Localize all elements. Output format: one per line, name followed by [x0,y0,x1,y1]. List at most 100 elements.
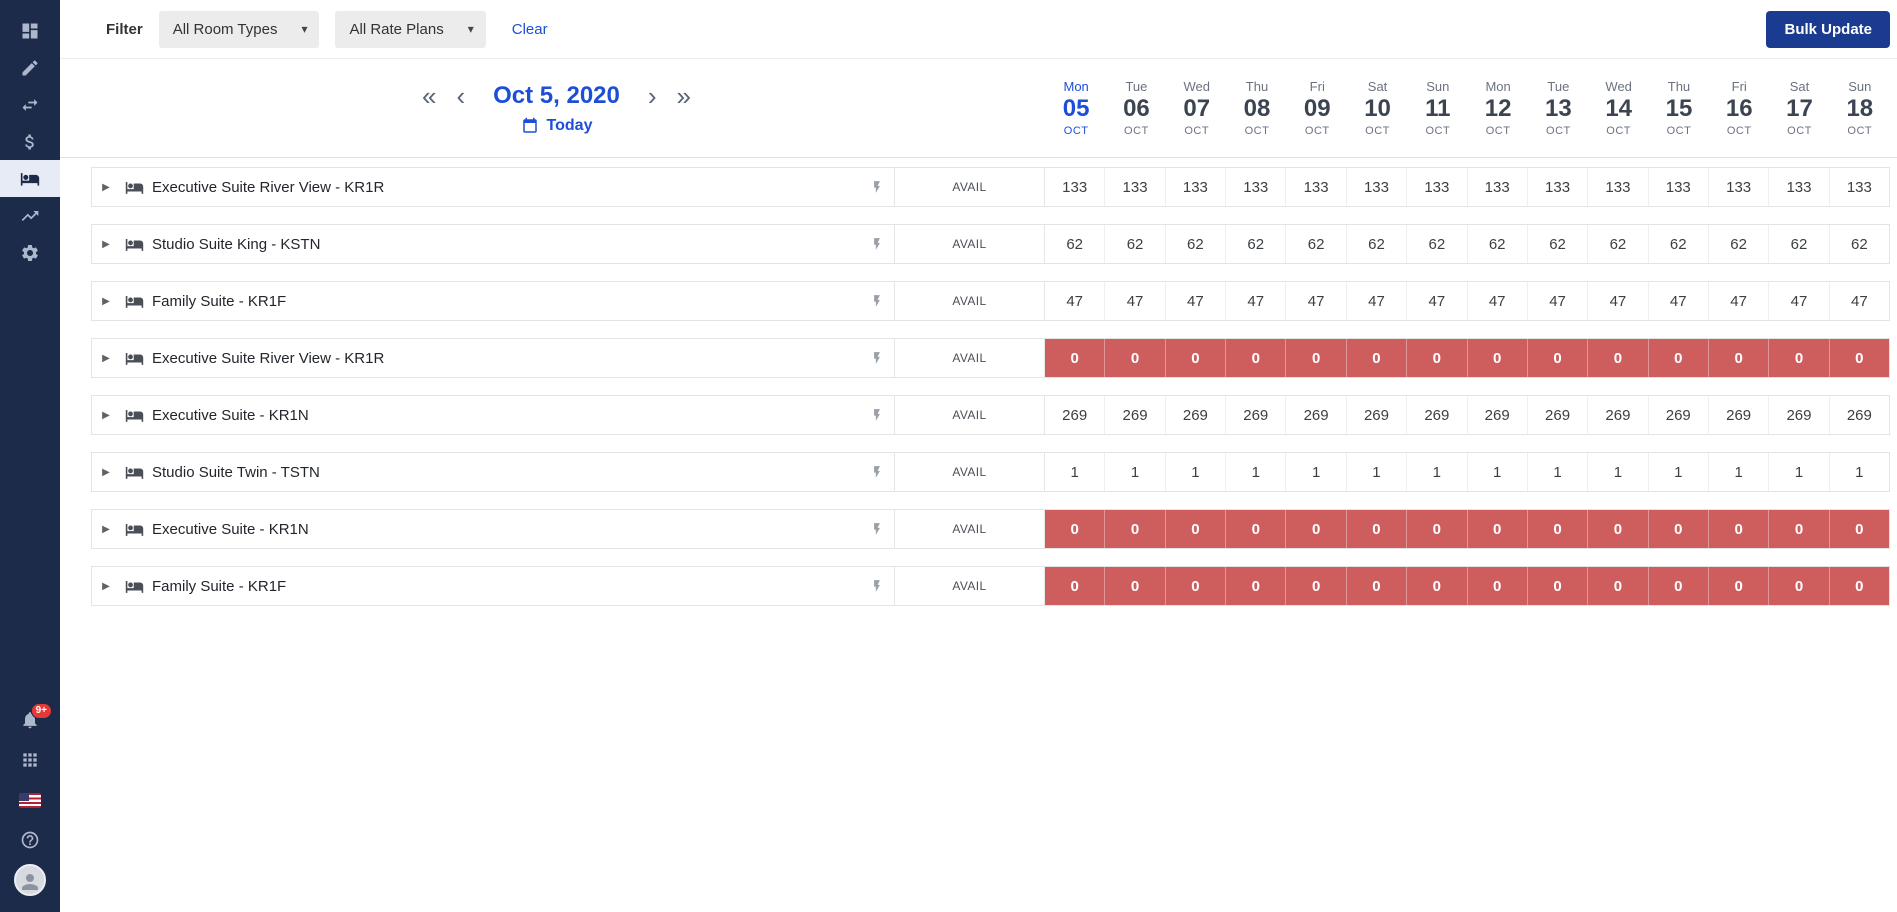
availability-cell[interactable]: 1 [1104,453,1164,491]
availability-cell[interactable]: 133 [1164,168,1225,206]
sidebar-item-bed[interactable] [0,160,60,197]
bolt-icon[interactable] [860,339,894,377]
availability-cell[interactable]: 133 [1104,168,1164,206]
availability-cell[interactable]: 0 [1104,567,1164,605]
clear-filters-link[interactable]: Clear [511,20,548,38]
bolt-icon[interactable] [860,510,894,548]
availability-cell[interactable]: 62 [1285,225,1345,263]
availability-cell[interactable]: 0 [1285,567,1345,605]
availability-cell[interactable]: 133 [1062,178,1088,196]
availability-cell[interactable]: 269 [1285,396,1345,434]
availability-cell[interactable]: 0 [1345,567,1406,605]
availability-cell[interactable]: 1 [1070,463,1079,481]
availability-cell[interactable]: 0 [1828,339,1889,377]
availability-cell[interactable]: 47 [1707,282,1768,320]
availability-cell[interactable]: 0 [1225,567,1285,605]
availability-cell[interactable]: 269 [1707,396,1768,434]
availability-cell[interactable]: 62 [1768,225,1828,263]
availability-cell[interactable]: 0 [1285,339,1345,377]
notifications-button[interactable]: 9+ [0,700,60,740]
availability-cell[interactable]: 133 [1285,168,1345,206]
today-button[interactable]: Today [521,117,592,135]
last-page-icon[interactable]: » [676,80,692,111]
availability-cell[interactable]: 269 [1164,396,1225,434]
room-types-dropdown[interactable]: All Room Types ▾ [158,10,320,48]
availability-cell[interactable]: 1 [1768,453,1828,491]
availability-cell[interactable]: 0 [1707,567,1768,605]
prev-page-icon[interactable]: ‹ [456,80,466,111]
availability-cell[interactable]: 62 [1225,225,1285,263]
availability-cell[interactable]: 269 [1526,396,1587,434]
expand-toggle-icon[interactable]: ▶ [102,238,110,250]
availability-cell[interactable]: 1 [1285,453,1345,491]
availability-cell[interactable]: 0 [1768,567,1828,605]
availability-cell[interactable]: 62 [1647,225,1708,263]
availability-cell[interactable]: 0 [1104,510,1164,548]
availability-cell[interactable]: 47 [1828,282,1889,320]
availability-cell[interactable]: 47 [1647,282,1708,320]
availability-cell[interactable]: 1 [1225,453,1285,491]
rate-plans-dropdown[interactable]: All Rate Plans ▾ [335,10,486,48]
next-page-icon[interactable]: › [647,80,657,111]
availability-cell[interactable]: 62 [1526,225,1587,263]
availability-cell[interactable]: 0 [1225,339,1285,377]
availability-cell[interactable]: 133 [1587,168,1647,206]
availability-cell[interactable]: 0 [1070,520,1079,538]
availability-cell[interactable]: 133 [1406,168,1466,206]
availability-cell[interactable]: 0 [1466,339,1527,377]
availability-cell[interactable]: 62 [1707,225,1768,263]
sidebar-item-dollar[interactable] [0,123,60,160]
availability-cell[interactable]: 62 [1066,235,1084,253]
availability-cell[interactable]: 1 [1828,453,1889,491]
availability-cell[interactable]: 62 [1828,225,1889,263]
availability-cell[interactable]: 1 [1587,453,1647,491]
availability-cell[interactable]: 0 [1164,510,1225,548]
availability-cell[interactable]: 47 [1466,282,1527,320]
availability-cell[interactable]: 0 [1768,510,1828,548]
availability-cell[interactable]: 62 [1587,225,1647,263]
availability-cell[interactable]: 0 [1647,339,1708,377]
bolt-icon[interactable] [860,168,894,206]
bulk-update-button[interactable]: Bulk Update [1766,10,1890,48]
sidebar-item-dashboard[interactable] [0,12,60,49]
availability-cell[interactable]: 133 [1466,168,1527,206]
availability-cell[interactable]: 1 [1526,453,1587,491]
availability-cell[interactable]: 269 [1406,396,1466,434]
availability-cell[interactable]: 0 [1526,567,1587,605]
availability-cell[interactable]: 0 [1707,339,1768,377]
availability-cell[interactable]: 0 [1345,339,1406,377]
availability-cell[interactable]: 0 [1526,510,1587,548]
availability-cell[interactable]: 47 [1104,282,1164,320]
availability-cell[interactable]: 269 [1647,396,1708,434]
availability-cell[interactable]: 62 [1164,225,1225,263]
availability-cell[interactable]: 0 [1070,349,1079,367]
availability-cell[interactable]: 0 [1828,567,1889,605]
availability-cell[interactable]: 62 [1104,225,1164,263]
apps-button[interactable] [0,740,60,780]
availability-cell[interactable]: 0 [1587,339,1647,377]
availability-cell[interactable]: 47 [1225,282,1285,320]
availability-cell[interactable]: 133 [1828,168,1889,206]
bolt-icon[interactable] [860,453,894,491]
availability-cell[interactable]: 0 [1647,510,1708,548]
first-page-icon[interactable]: « [421,80,437,111]
availability-cell[interactable]: 47 [1526,282,1587,320]
availability-cell[interactable]: 133 [1526,168,1587,206]
availability-cell[interactable]: 0 [1070,577,1079,595]
availability-cell[interactable]: 0 [1104,339,1164,377]
availability-cell[interactable]: 0 [1406,510,1466,548]
availability-cell[interactable]: 47 [1164,282,1225,320]
availability-cell[interactable]: 0 [1285,510,1345,548]
availability-cell[interactable]: 1 [1164,453,1225,491]
expand-toggle-icon[interactable]: ▶ [102,466,110,478]
availability-cell[interactable]: 62 [1406,225,1466,263]
availability-cell[interactable]: 269 [1104,396,1164,434]
language-flag-button[interactable] [0,780,60,820]
availability-cell[interactable]: 0 [1466,567,1527,605]
availability-cell[interactable]: 133 [1768,168,1828,206]
expand-toggle-icon[interactable]: ▶ [102,523,110,535]
bolt-icon[interactable] [860,396,894,434]
availability-cell[interactable]: 62 [1466,225,1527,263]
expand-toggle-icon[interactable]: ▶ [102,181,110,193]
availability-cell[interactable]: 133 [1225,168,1285,206]
